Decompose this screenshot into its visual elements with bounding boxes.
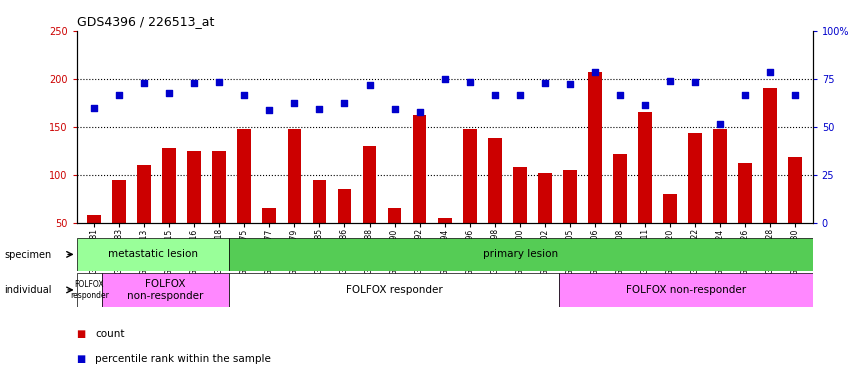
Bar [413,115,426,223]
Bar [102,273,229,307]
Text: ■: ■ [77,354,86,364]
Text: FOLFOX
responder: FOLFOX responder [70,280,109,300]
Point [588,69,602,75]
Point [137,79,151,86]
Point [338,100,351,106]
Text: specimen: specimen [4,250,52,260]
Bar [613,154,627,223]
Bar [713,129,727,223]
Bar [213,151,226,223]
Bar [538,173,551,223]
Bar [688,134,702,223]
Bar [437,218,452,223]
Point [312,106,326,113]
Bar [88,215,101,223]
Point [613,92,626,98]
Point [763,69,777,75]
Bar [137,165,151,223]
Bar [237,129,251,223]
Point [213,79,226,85]
Point [363,83,376,89]
Point [739,92,752,98]
Text: FOLFOX
non-responder: FOLFOX non-responder [128,279,203,301]
Bar [588,72,602,223]
Text: FOLFOX non-responder: FOLFOX non-responder [625,285,745,295]
Point [163,90,176,96]
Bar [563,170,577,223]
Point [688,79,702,85]
Point [563,81,577,87]
Point [437,76,451,82]
Text: percentile rank within the sample: percentile rank within the sample [95,354,271,364]
Bar [112,180,126,223]
Bar [229,273,559,307]
Bar [463,129,477,223]
Point [638,101,652,108]
Text: individual: individual [4,285,52,295]
Point [288,100,301,106]
Bar [229,238,813,271]
Bar [638,113,652,223]
Point [788,92,802,98]
Text: GDS4396 / 226513_at: GDS4396 / 226513_at [77,15,214,28]
Bar [262,208,277,223]
Text: FOLFOX responder: FOLFOX responder [346,285,443,295]
Bar [488,138,501,223]
Bar [363,146,376,223]
Point [388,106,402,113]
Point [237,92,251,98]
Point [413,109,426,116]
Text: primary lesion: primary lesion [483,249,558,260]
Bar [763,88,777,223]
Point [187,79,201,86]
Text: ■: ■ [77,329,86,339]
Bar [513,167,527,223]
Text: metastatic lesion: metastatic lesion [108,249,197,260]
Point [488,92,501,98]
Bar [738,163,752,223]
Point [463,79,477,85]
Bar [288,129,301,223]
Bar [788,157,802,223]
Bar [77,273,102,307]
Bar [187,151,201,223]
Bar [163,148,176,223]
Point [263,108,277,114]
Text: count: count [95,329,125,339]
Bar [338,189,351,223]
Point [112,92,126,98]
Point [713,121,727,127]
Point [88,104,101,111]
Bar [77,238,229,271]
Point [513,92,527,98]
Point [663,78,677,84]
Bar [312,180,326,223]
Bar [388,208,402,223]
Point [538,79,551,86]
Bar [559,273,813,307]
Bar [663,194,677,223]
